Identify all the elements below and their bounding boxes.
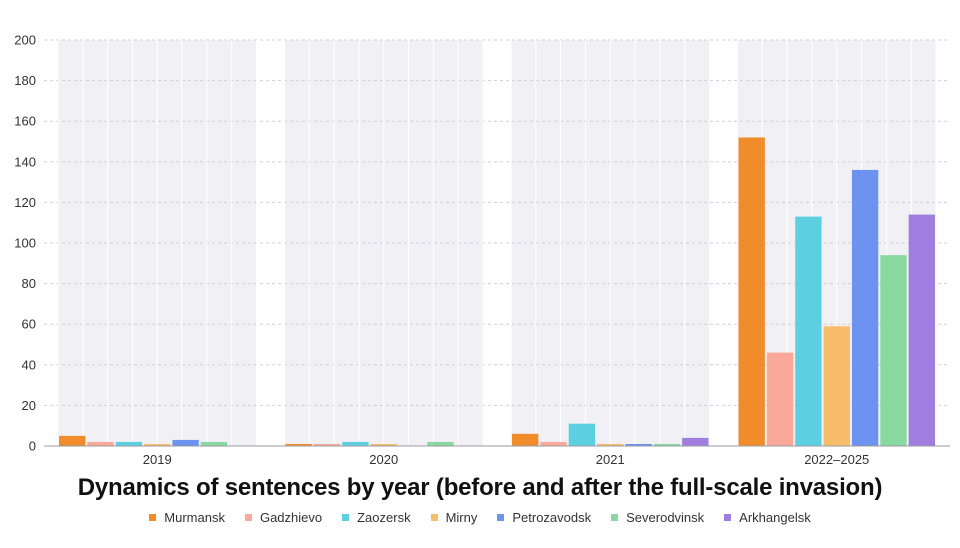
legend-item: Murmansk [149, 510, 225, 525]
legend-label: Severodvinsk [626, 510, 705, 525]
y-tick-label: 100 [14, 236, 36, 251]
legend-item: Severodvinsk [611, 510, 704, 525]
legend-swatch [497, 514, 505, 521]
y-axis-ticks: 0 20 40 60 80 100 120 140 160 180 200 [14, 33, 36, 454]
y-tick-label: 20 [22, 398, 36, 413]
legend-swatch [724, 514, 732, 521]
bar [172, 439, 199, 446]
legend-label: Zaozersk [357, 510, 411, 525]
legend-label: Arkhangelsk [739, 510, 811, 525]
y-tick-label: 200 [14, 33, 36, 48]
bar [115, 441, 143, 446]
bar [285, 443, 312, 446]
legend-swatch [244, 514, 252, 521]
legend-swatch [342, 514, 350, 521]
chart-title: Dynamics of sentences by year (before an… [77, 474, 883, 501]
bar [597, 443, 624, 446]
bar [427, 441, 454, 446]
y-tick-label: 140 [14, 154, 36, 169]
legend-item: Mirny [430, 510, 478, 525]
legend-item: Petrozavodsk [497, 510, 591, 525]
bar [908, 214, 935, 446]
x-tick-label: 2021 [596, 452, 625, 467]
bar [766, 352, 794, 446]
bar [313, 443, 341, 446]
grid-lines [44, 39, 950, 446]
y-tick-label: 40 [22, 357, 36, 372]
bar [342, 441, 369, 446]
legend-item: Gadzhievo [244, 510, 323, 525]
bar-chart: 0 20 40 60 80 100 120 140 160 180 200 2019 2020 2021… [14, 33, 950, 467]
bar [682, 437, 709, 446]
bar [625, 443, 652, 446]
bar [880, 255, 907, 446]
legend-label: Petrozavodsk [512, 510, 592, 525]
bar [738, 137, 765, 446]
y-tick-label: 80 [22, 276, 36, 291]
x-tick-label: 2020 [369, 452, 398, 467]
bar [59, 435, 86, 446]
bar [370, 443, 397, 446]
bar [568, 423, 596, 446]
bars [59, 137, 935, 447]
y-tick-label: 180 [14, 73, 36, 88]
legend: Murmansk Gadzhievo Zaozersk Mirny Petrozavod… [0, 510, 960, 525]
y-tick-label: 60 [22, 317, 36, 332]
x-tick-label: 2019 [143, 452, 172, 467]
legend-item: Zaozersk [342, 510, 411, 525]
bar [87, 441, 114, 446]
bar [795, 216, 822, 446]
legend-swatch [611, 514, 619, 521]
bar [851, 169, 879, 447]
x-axis-labels: 2019 2020 2021 2022–2025 [143, 452, 870, 467]
bar [823, 326, 850, 446]
legend-label: Gadzhievo [259, 510, 323, 525]
bar [540, 441, 567, 446]
legend-swatch [149, 514, 157, 521]
bar [144, 443, 171, 446]
bar [200, 441, 228, 446]
bar [512, 433, 539, 446]
legend-label: Murmansk [164, 510, 225, 525]
y-tick-label: 160 [14, 114, 36, 129]
bar [653, 443, 681, 446]
legend-swatch [430, 514, 438, 521]
legend-label: Mirny [445, 510, 478, 525]
y-tick-label: 120 [14, 195, 36, 210]
x-tick-label: 2022–2025 [804, 452, 869, 467]
y-tick-label: 0 [29, 439, 36, 454]
legend-item: Arkhangelsk [724, 510, 811, 525]
